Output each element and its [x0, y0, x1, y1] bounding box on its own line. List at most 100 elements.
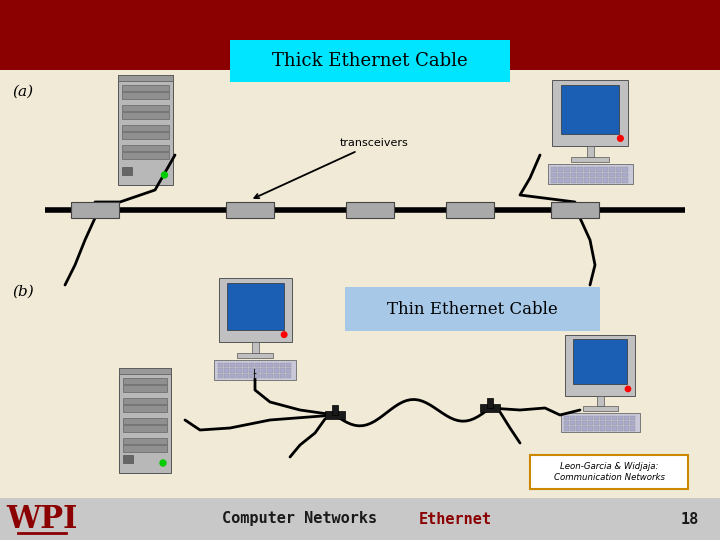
Bar: [227, 282, 284, 329]
Bar: [596, 167, 602, 172]
Bar: [630, 416, 635, 420]
Bar: [249, 368, 254, 373]
Bar: [117, 75, 173, 185]
Text: Thin Ethernet Cable: Thin Ethernet Cable: [387, 300, 558, 318]
Bar: [345, 287, 600, 331]
Circle shape: [161, 172, 168, 178]
Bar: [596, 396, 603, 406]
Bar: [582, 426, 587, 430]
Bar: [122, 131, 168, 133]
Bar: [590, 173, 595, 177]
Bar: [564, 416, 569, 420]
Bar: [122, 91, 168, 93]
Bar: [237, 353, 273, 358]
Bar: [286, 368, 292, 373]
Bar: [0, 0, 720, 70]
Bar: [274, 363, 279, 367]
Bar: [123, 404, 167, 406]
Circle shape: [160, 460, 166, 466]
Bar: [576, 421, 581, 426]
Bar: [590, 178, 595, 183]
Bar: [123, 444, 167, 446]
Bar: [570, 421, 575, 426]
Bar: [325, 411, 345, 419]
Bar: [249, 363, 254, 367]
Bar: [606, 426, 611, 430]
Bar: [624, 416, 629, 420]
Bar: [214, 360, 296, 380]
Bar: [332, 405, 338, 415]
Bar: [122, 105, 168, 119]
Bar: [612, 426, 617, 430]
Bar: [280, 374, 285, 379]
Circle shape: [282, 332, 287, 338]
Bar: [71, 202, 119, 218]
Bar: [226, 202, 274, 218]
Bar: [480, 404, 500, 412]
Bar: [622, 167, 628, 172]
Bar: [588, 416, 593, 420]
Bar: [117, 75, 173, 81]
Bar: [218, 278, 292, 342]
Text: 18: 18: [681, 511, 699, 526]
Bar: [286, 363, 292, 367]
Bar: [547, 164, 632, 184]
Bar: [261, 374, 266, 379]
Bar: [122, 111, 168, 113]
Bar: [616, 173, 621, 177]
Bar: [552, 167, 557, 172]
Text: Thick Ethernet Cable: Thick Ethernet Cable: [272, 52, 468, 70]
Bar: [596, 178, 602, 183]
Bar: [609, 173, 615, 177]
Circle shape: [625, 386, 631, 391]
Bar: [576, 416, 581, 420]
Bar: [560, 413, 639, 432]
Bar: [230, 374, 235, 379]
Bar: [587, 146, 593, 157]
Bar: [577, 167, 582, 172]
Bar: [255, 368, 260, 373]
Bar: [274, 368, 279, 373]
Bar: [123, 378, 167, 392]
Bar: [255, 374, 260, 379]
Bar: [224, 368, 229, 373]
Bar: [230, 368, 235, 373]
Bar: [280, 368, 285, 373]
Bar: [251, 342, 258, 353]
Bar: [564, 178, 570, 183]
Bar: [600, 426, 605, 430]
Bar: [570, 426, 575, 430]
Bar: [609, 167, 615, 172]
Bar: [603, 167, 608, 172]
Bar: [530, 455, 688, 489]
Bar: [122, 167, 132, 175]
Bar: [236, 374, 242, 379]
Bar: [255, 363, 260, 367]
Bar: [217, 368, 223, 373]
Bar: [274, 374, 279, 379]
Bar: [583, 178, 589, 183]
Bar: [573, 340, 627, 384]
Bar: [618, 421, 623, 426]
Bar: [588, 421, 593, 426]
Bar: [624, 426, 629, 430]
Bar: [564, 426, 569, 430]
Bar: [571, 178, 576, 183]
Bar: [594, 416, 599, 420]
Bar: [552, 178, 557, 183]
Bar: [624, 421, 629, 426]
Bar: [261, 368, 266, 373]
Bar: [603, 178, 608, 183]
Bar: [267, 374, 273, 379]
Text: Ethernet: Ethernet: [418, 511, 492, 526]
Bar: [119, 368, 171, 374]
Bar: [561, 85, 619, 134]
Bar: [583, 167, 589, 172]
Bar: [570, 416, 575, 420]
Bar: [0, 498, 720, 540]
Bar: [243, 363, 248, 367]
Bar: [261, 363, 266, 367]
Bar: [630, 421, 635, 426]
Bar: [616, 167, 621, 172]
Bar: [565, 335, 635, 396]
